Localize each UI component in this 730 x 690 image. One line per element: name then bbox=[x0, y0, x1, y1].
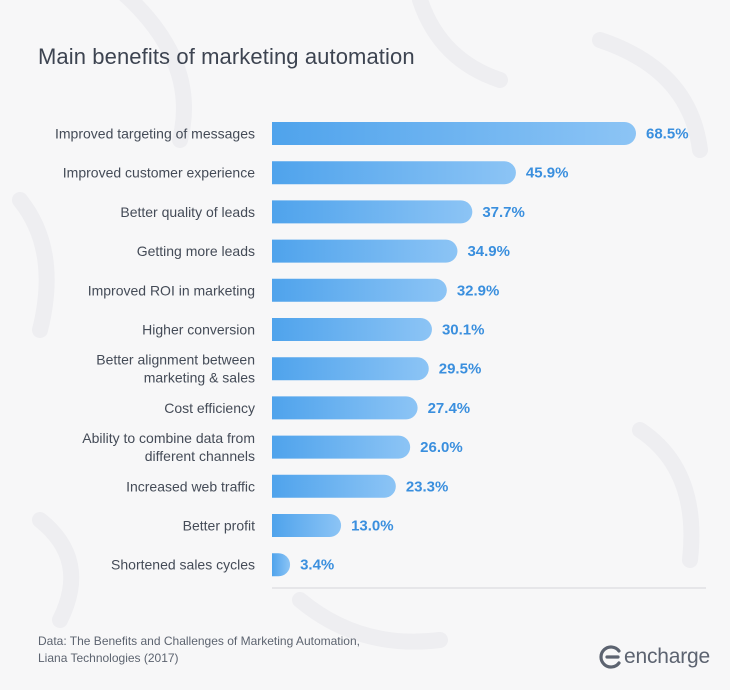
value-label: 3.4% bbox=[300, 557, 334, 574]
bar bbox=[272, 200, 473, 224]
category-label: Better profit bbox=[183, 518, 255, 534]
bar bbox=[272, 318, 432, 341]
value-label: 26.0% bbox=[420, 439, 463, 456]
bar bbox=[272, 396, 418, 420]
value-label: 32.9% bbox=[457, 282, 500, 299]
value-label: 29.5% bbox=[439, 361, 482, 378]
value-label: 23.3% bbox=[406, 478, 449, 495]
bar bbox=[272, 514, 342, 537]
logo-text: encharge bbox=[624, 645, 710, 668]
value-label: 68.5% bbox=[646, 126, 689, 143]
category-label: Improved ROI in marketing bbox=[88, 282, 255, 298]
value-label: 30.1% bbox=[442, 322, 485, 339]
source-line-1: Data: The Benefits and Challenges of Mar… bbox=[38, 634, 360, 648]
category-label: Increased web traffic bbox=[126, 478, 255, 494]
value-label: 45.9% bbox=[526, 165, 569, 182]
chart-title: Main benefits of marketing automation bbox=[38, 44, 415, 69]
value-label: 37.7% bbox=[482, 204, 525, 221]
encharge-logo: encharge bbox=[598, 644, 710, 670]
bar bbox=[272, 435, 411, 459]
category-label: Cost efficiency bbox=[164, 400, 255, 416]
category-label: Shortened sales cycles bbox=[111, 557, 255, 573]
bar bbox=[272, 474, 396, 498]
category-label: Better quality of leads bbox=[120, 204, 255, 220]
bar bbox=[272, 161, 516, 185]
category-label: Better alignment between marketing & sale… bbox=[96, 352, 255, 386]
value-label: 34.9% bbox=[467, 243, 510, 260]
source-line-2: Liana Technologies (2017) bbox=[38, 651, 179, 665]
category-label: Ability to combine data from different ch… bbox=[82, 430, 255, 464]
category-label: Higher conversion bbox=[142, 322, 255, 338]
source-note: Data: The Benefits and Challenges of Mar… bbox=[38, 633, 438, 667]
category-label: Improved targeting of messages bbox=[55, 126, 255, 142]
bar bbox=[272, 122, 636, 145]
bar bbox=[272, 239, 458, 263]
category-label: Improved customer experience bbox=[63, 165, 255, 181]
value-label: 27.4% bbox=[428, 400, 471, 417]
bar bbox=[272, 278, 447, 302]
encharge-logo-icon bbox=[599, 645, 621, 669]
category-label: Getting more leads bbox=[137, 243, 255, 259]
value-label: 13.0% bbox=[351, 518, 394, 535]
bar bbox=[272, 553, 291, 577]
bar bbox=[272, 357, 429, 381]
